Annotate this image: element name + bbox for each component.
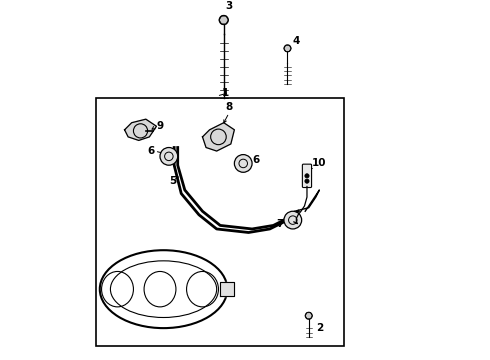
- Text: 9: 9: [156, 121, 164, 131]
- Polygon shape: [124, 119, 156, 140]
- Text: 6: 6: [147, 146, 155, 156]
- Circle shape: [305, 312, 312, 319]
- Circle shape: [305, 179, 309, 183]
- Circle shape: [219, 15, 228, 24]
- Text: 3: 3: [225, 1, 233, 11]
- Polygon shape: [202, 123, 234, 151]
- Ellipse shape: [100, 250, 227, 328]
- Text: 6: 6: [252, 155, 259, 165]
- FancyBboxPatch shape: [302, 164, 312, 188]
- Polygon shape: [220, 282, 234, 296]
- Circle shape: [234, 154, 252, 172]
- Text: 4: 4: [293, 36, 300, 46]
- Circle shape: [305, 174, 309, 178]
- Text: 5: 5: [169, 176, 176, 186]
- Text: 7: 7: [276, 219, 284, 229]
- Text: 1: 1: [222, 87, 229, 98]
- Circle shape: [160, 148, 178, 165]
- Text: 10: 10: [312, 158, 327, 168]
- Circle shape: [284, 211, 302, 229]
- Circle shape: [284, 45, 291, 52]
- Text: 8: 8: [225, 102, 233, 112]
- Bar: [96, 98, 344, 346]
- Text: 2: 2: [316, 323, 323, 333]
